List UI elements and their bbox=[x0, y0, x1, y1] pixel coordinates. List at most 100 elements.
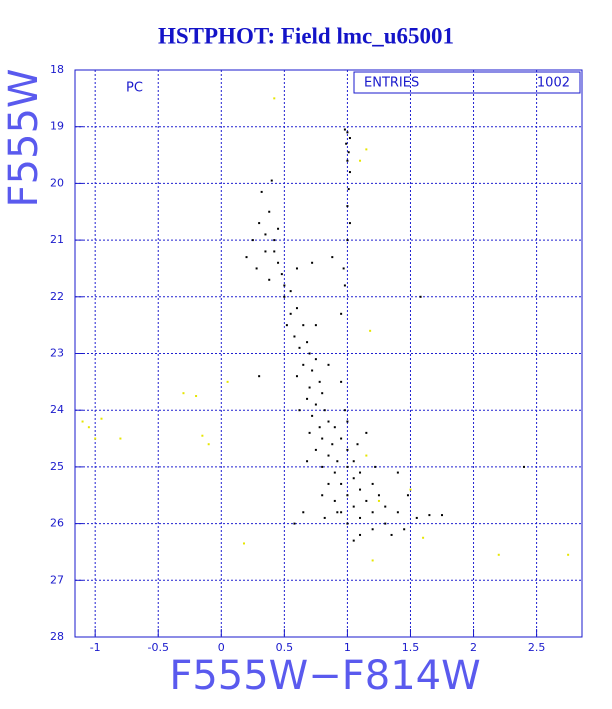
point bbox=[295, 267, 298, 270]
chart-title: HSTPHOT: Field lmc_u65001 bbox=[158, 23, 454, 48]
point bbox=[415, 516, 418, 519]
point bbox=[422, 536, 425, 539]
y-tick-label: 24 bbox=[50, 403, 64, 416]
point bbox=[306, 397, 309, 400]
point bbox=[323, 409, 326, 412]
point bbox=[346, 159, 349, 162]
point bbox=[302, 324, 305, 327]
y-tick-label: 19 bbox=[50, 120, 64, 133]
y-tick-label: 26 bbox=[50, 517, 64, 530]
y-tick-label: 22 bbox=[50, 290, 64, 303]
point bbox=[298, 409, 301, 412]
point bbox=[356, 443, 359, 446]
point bbox=[293, 522, 296, 525]
point bbox=[346, 522, 349, 525]
point bbox=[273, 239, 276, 242]
point bbox=[342, 267, 345, 270]
point bbox=[390, 533, 393, 536]
point bbox=[311, 414, 314, 417]
x-tick-label: -0.5 bbox=[148, 641, 169, 654]
point bbox=[302, 511, 305, 514]
point bbox=[321, 465, 324, 468]
point bbox=[327, 454, 330, 457]
point bbox=[264, 233, 267, 236]
point bbox=[323, 516, 326, 519]
point bbox=[311, 261, 314, 264]
y-tick-label: 21 bbox=[50, 233, 64, 246]
point bbox=[327, 363, 330, 366]
point bbox=[314, 403, 317, 406]
point bbox=[283, 284, 286, 287]
point bbox=[371, 482, 374, 485]
x-tick-label: 2.5 bbox=[528, 641, 546, 654]
x-tick-label: 1.5 bbox=[402, 641, 420, 654]
point bbox=[371, 559, 374, 562]
point bbox=[369, 329, 372, 332]
point bbox=[258, 222, 261, 225]
point bbox=[343, 409, 346, 412]
point bbox=[201, 434, 204, 437]
point bbox=[306, 460, 309, 463]
point bbox=[347, 151, 350, 154]
point bbox=[119, 437, 122, 440]
point bbox=[321, 437, 324, 440]
x-tick-label: 2 bbox=[470, 641, 477, 654]
point bbox=[318, 426, 321, 429]
point bbox=[346, 448, 349, 451]
point bbox=[336, 511, 339, 514]
point bbox=[365, 148, 368, 151]
point bbox=[346, 131, 349, 134]
point bbox=[277, 261, 280, 264]
point bbox=[333, 499, 336, 502]
x-tick-label: 0.5 bbox=[276, 641, 294, 654]
point bbox=[331, 443, 334, 446]
y-tick-label: 25 bbox=[50, 460, 64, 473]
point bbox=[331, 256, 334, 259]
point bbox=[333, 471, 336, 474]
point bbox=[280, 273, 283, 276]
point bbox=[308, 352, 311, 355]
point bbox=[245, 256, 248, 259]
x-tick-label: -1 bbox=[90, 641, 101, 654]
point bbox=[371, 528, 374, 531]
point bbox=[352, 505, 355, 508]
point bbox=[270, 179, 273, 182]
point bbox=[258, 375, 261, 378]
point bbox=[243, 542, 245, 545]
point bbox=[321, 392, 324, 395]
y-tick-label: 18 bbox=[50, 63, 64, 76]
point bbox=[285, 324, 288, 327]
y-tick-label: 23 bbox=[50, 347, 64, 360]
point bbox=[273, 97, 276, 100]
x-tick-label: 0 bbox=[218, 641, 225, 654]
stats-label: ENTRIES bbox=[364, 76, 419, 91]
point bbox=[377, 499, 380, 502]
point bbox=[255, 267, 258, 270]
point bbox=[340, 437, 343, 440]
point bbox=[195, 395, 198, 398]
point bbox=[396, 511, 399, 514]
point bbox=[289, 290, 292, 293]
point bbox=[277, 227, 280, 230]
point bbox=[567, 553, 570, 556]
point bbox=[94, 437, 97, 440]
point bbox=[359, 533, 362, 536]
point bbox=[308, 431, 311, 434]
point bbox=[384, 505, 387, 508]
point bbox=[522, 465, 525, 468]
point bbox=[352, 477, 355, 480]
point bbox=[268, 210, 271, 213]
point bbox=[314, 448, 317, 451]
point bbox=[359, 516, 362, 519]
point bbox=[359, 471, 362, 474]
point bbox=[318, 380, 321, 383]
point bbox=[365, 431, 368, 434]
x-tick-label: 1 bbox=[344, 641, 351, 654]
point bbox=[283, 295, 286, 298]
point bbox=[182, 392, 185, 395]
plot-frame bbox=[74, 69, 583, 638]
point bbox=[321, 494, 324, 497]
point bbox=[365, 454, 368, 457]
point bbox=[377, 494, 380, 497]
y-tick-label: 28 bbox=[50, 630, 64, 643]
